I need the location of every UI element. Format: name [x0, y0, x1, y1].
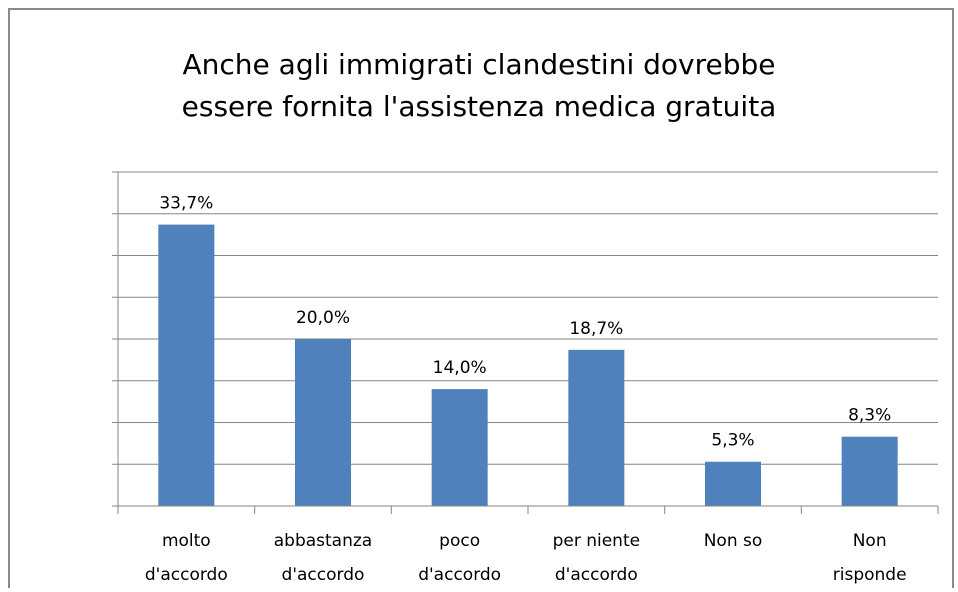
data-label: 14,0%	[433, 358, 487, 378]
data-label: 8,3%	[848, 406, 891, 426]
chart-title: Anche agli immigrati clandestini dovrebb…	[181, 48, 777, 123]
bar	[705, 461, 761, 506]
data-label: 18,7%	[569, 319, 623, 339]
bar	[841, 436, 898, 506]
bar	[158, 224, 215, 507]
x-tick-label: abbastanza d'accordo	[273, 531, 373, 585]
data-label: 20,0%	[296, 308, 350, 328]
data-label: 5,3%	[711, 431, 754, 451]
x-tick-label: poco d'accordo	[418, 531, 502, 585]
bar	[431, 389, 488, 506]
bar	[568, 349, 625, 506]
x-tick-label: Non so	[703, 531, 763, 551]
x-tick-label: molto d'accordo	[144, 531, 228, 585]
x-tick-label: Non risponde	[832, 531, 907, 585]
data-label: 33,7%	[159, 194, 213, 214]
x-tick-label: per niente d'accordo	[552, 531, 641, 585]
chart-frame	[8, 8, 954, 588]
bar	[295, 339, 351, 506]
